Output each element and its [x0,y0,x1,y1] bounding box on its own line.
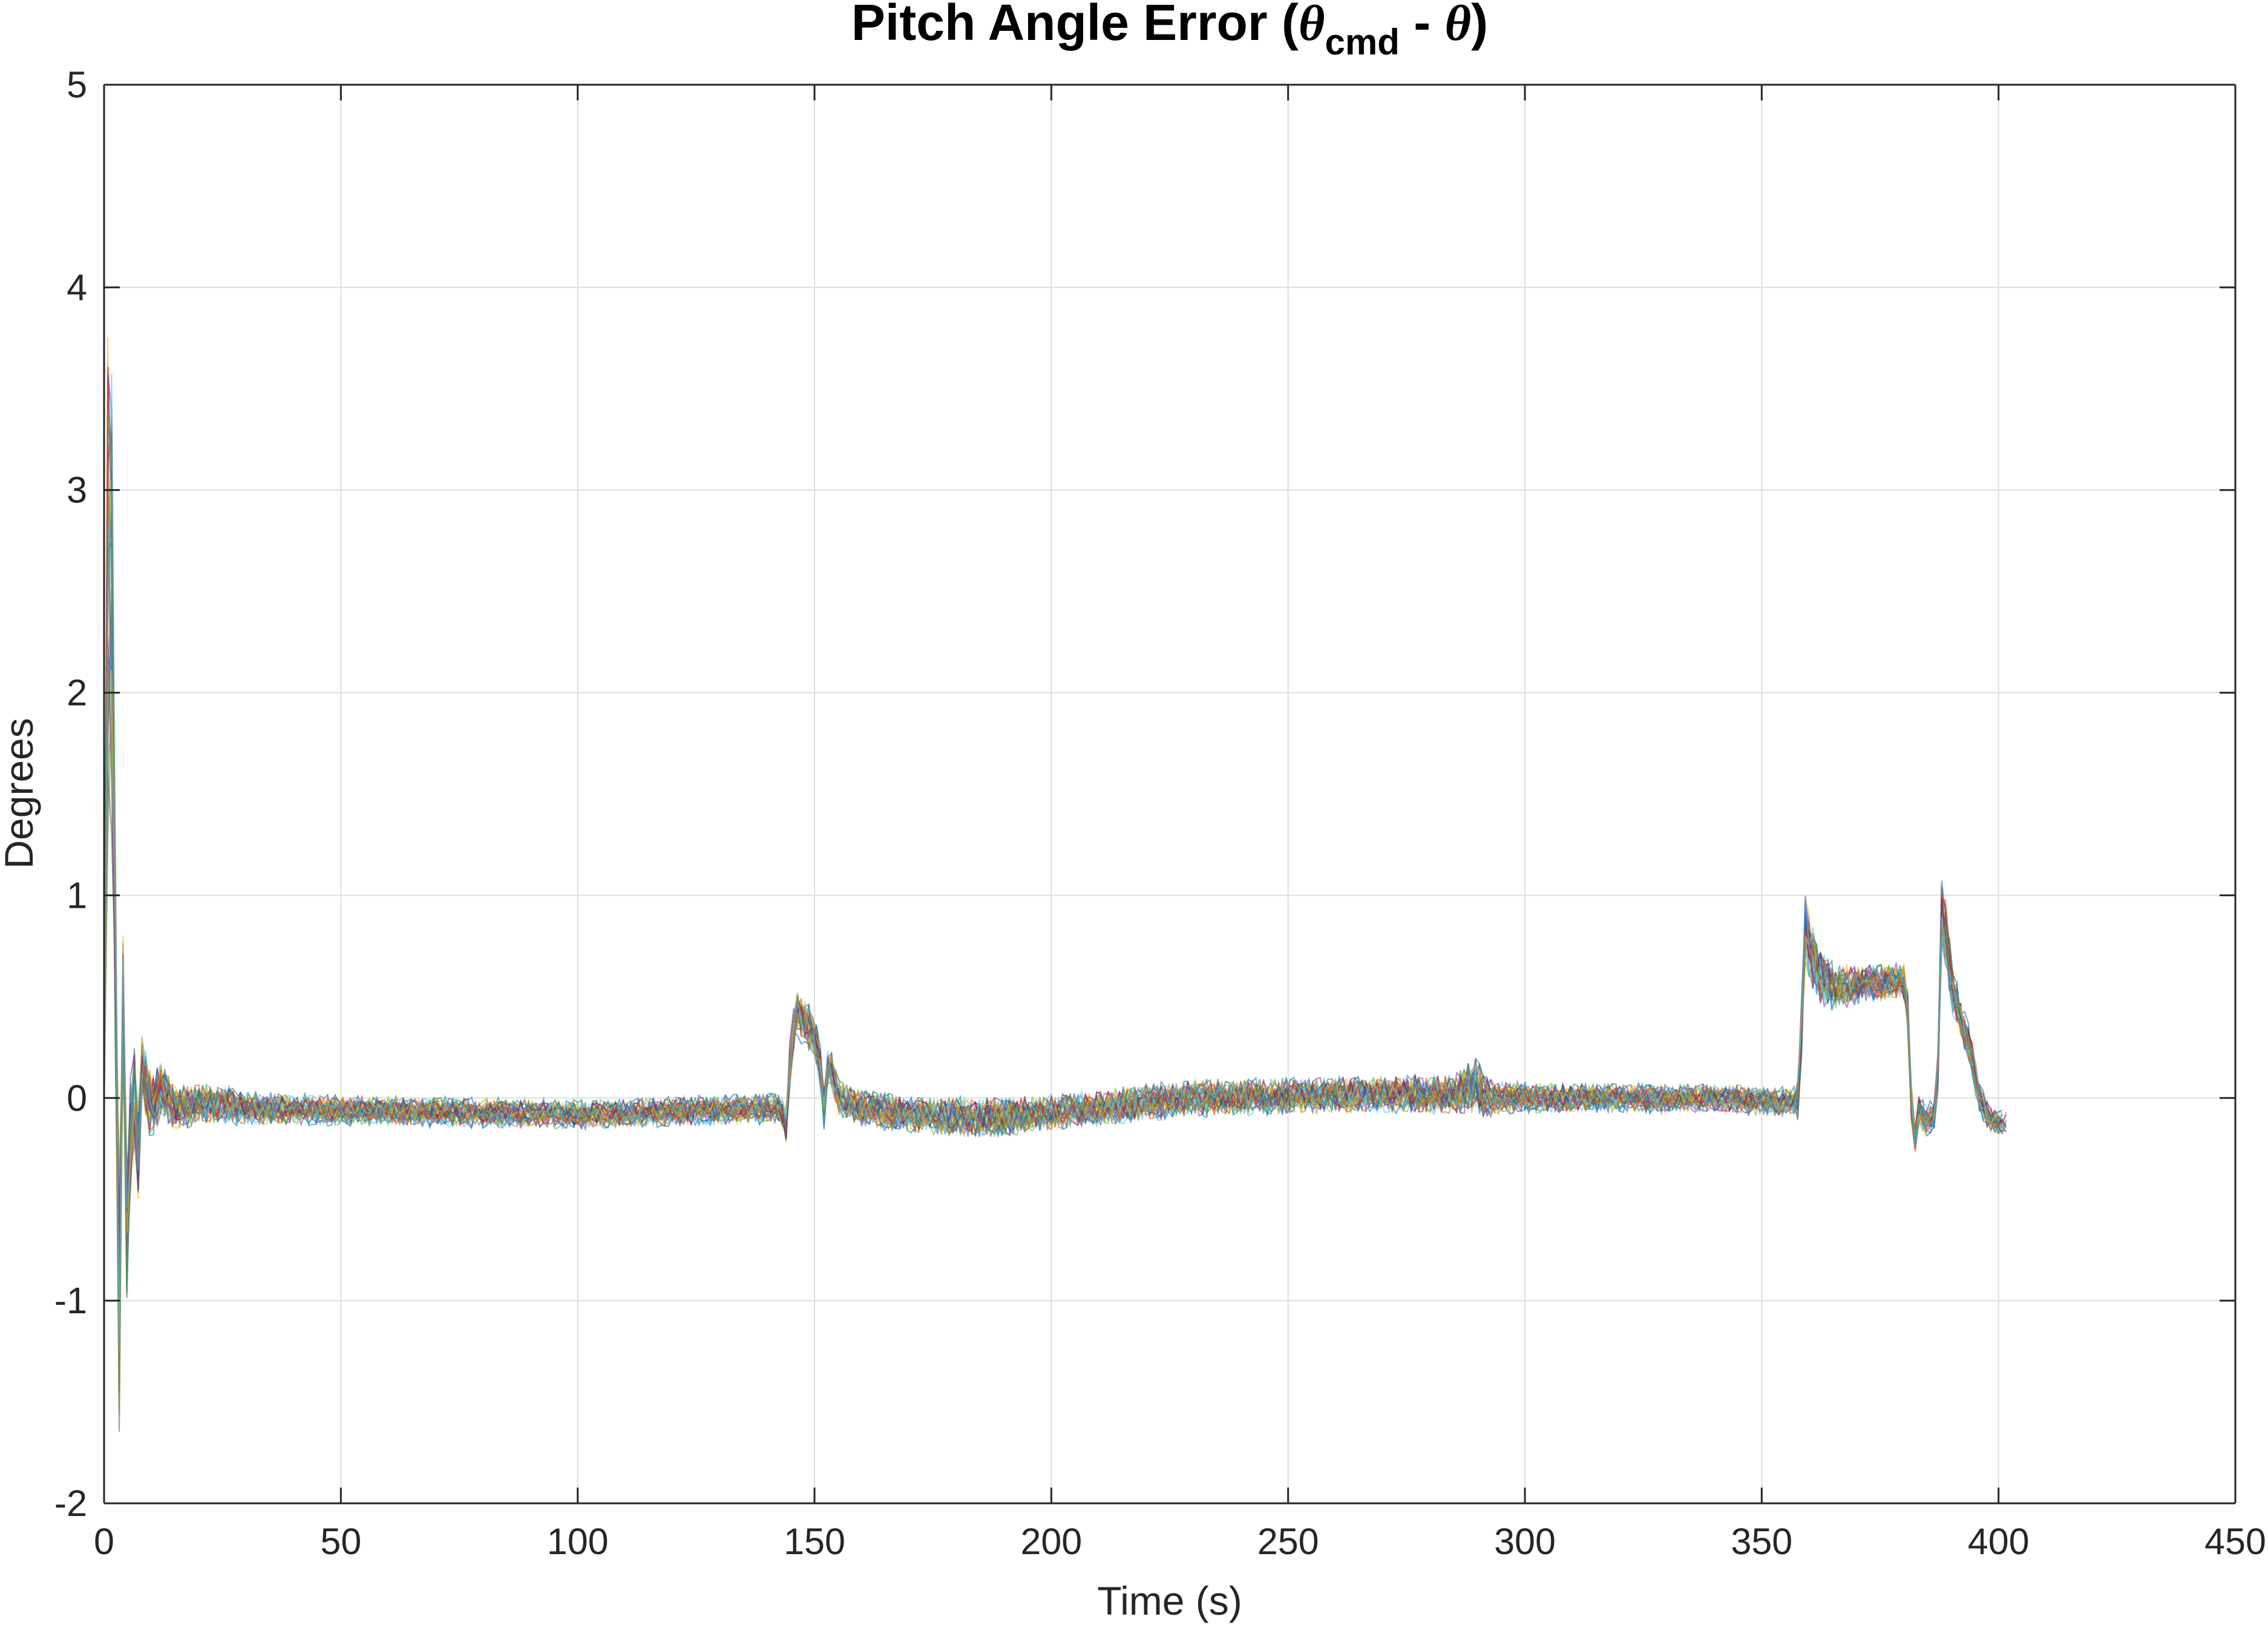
chart-title-theta: θ [1299,0,1325,51]
y-tick-label: 1 [67,875,87,916]
y-tick-label: 3 [67,470,87,511]
chart-title-middle: - [1400,0,1445,51]
x-tick-label: 100 [547,1521,609,1562]
x-tick-label: 50 [320,1521,361,1562]
grid-layer [104,85,2235,1503]
chart-title-subscript: cmd [1325,22,1399,62]
chart-title-theta-2: θ [1445,0,1472,51]
y-tick-label: -2 [54,1483,87,1524]
x-tick-label: 150 [784,1521,845,1562]
x-tick-label: 0 [94,1521,114,1562]
x-tick-label: 250 [1257,1521,1319,1562]
tick-label-layer: 0 50 100 150 200 250 300 350 400 450 -2 -1 0 1 2 3 4 5 [54,64,2266,1562]
x-tick-label: 200 [1020,1521,1082,1562]
x-tick-label: 450 [2204,1521,2266,1562]
axes-layer [103,84,2237,1505]
series-run-line [103,373,2003,1352]
chart-title: Pitch Angle Error (θcmd - θ) [851,0,1488,62]
x-tick-label: 300 [1494,1521,1556,1562]
y-tick-label: -1 [54,1280,87,1321]
series-layer [103,336,2007,1432]
y-tick-label: 5 [67,64,87,105]
series-run-line [103,669,2003,1325]
y-tick-label: 2 [67,672,87,714]
chart-title-suffix: ) [1471,0,1488,51]
y-axis-label: Degrees [0,718,41,868]
x-axis-label: Time (s) [1097,1578,1242,1623]
x-tick-label: 400 [1968,1521,2030,1562]
y-tick-label: 4 [67,267,87,308]
y-tick-label: 0 [67,1077,87,1118]
x-tick-label: 350 [1731,1521,1792,1562]
chart-title-prefix: Pitch Angle Error ( [851,0,1299,51]
